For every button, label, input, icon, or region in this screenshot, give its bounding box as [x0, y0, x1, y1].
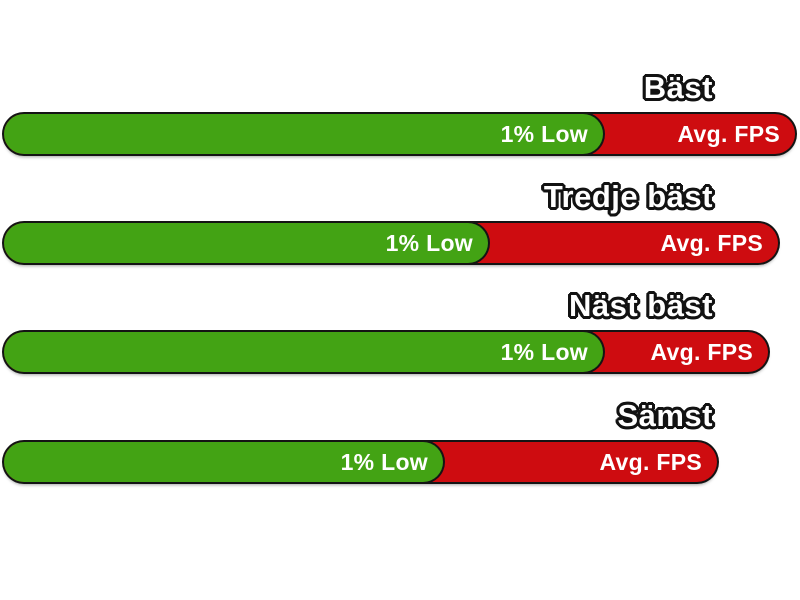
- low-fps-label: 1% Low: [340, 448, 428, 475]
- chart-row: Bäst Avg. FPS 1% Low: [0, 72, 800, 154]
- low-fps-bar: 1% Low: [4, 114, 603, 154]
- low-fps-bar: 1% Low: [4, 442, 443, 482]
- low-fps-bar: 1% Low: [4, 223, 488, 263]
- low-fps-label: 1% Low: [385, 229, 473, 256]
- low-fps-bar: 1% Low: [4, 332, 603, 372]
- row-title: Tredje bäst: [543, 179, 713, 214]
- chart-row: Sämst Avg. FPS 1% Low: [0, 400, 800, 482]
- avg-fps-label: Avg. FPS: [650, 338, 753, 365]
- avg-fps-bar: Avg. FPS 1% Low: [4, 114, 795, 154]
- avg-fps-bar: Avg. FPS 1% Low: [4, 442, 717, 482]
- avg-fps-bar: Avg. FPS 1% Low: [4, 223, 778, 263]
- avg-fps-label: Avg. FPS: [599, 448, 702, 475]
- chart-row: Näst bäst Avg. FPS 1% Low: [0, 290, 800, 372]
- row-title: Näst bäst: [568, 288, 713, 323]
- avg-fps-label: Avg. FPS: [660, 229, 763, 256]
- avg-fps-bar: Avg. FPS 1% Low: [4, 332, 768, 372]
- row-title: Bäst: [643, 70, 713, 105]
- low-fps-label: 1% Low: [500, 338, 588, 365]
- avg-fps-label: Avg. FPS: [677, 120, 780, 147]
- low-fps-label: 1% Low: [500, 120, 588, 147]
- row-title: Sämst: [617, 398, 713, 433]
- chart-row: Tredje bäst Avg. FPS 1% Low: [0, 181, 800, 263]
